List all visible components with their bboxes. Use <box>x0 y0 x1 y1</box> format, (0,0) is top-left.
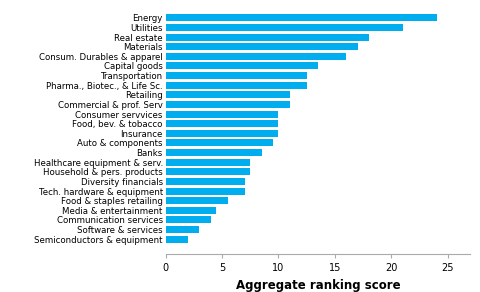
Bar <box>166 168 250 175</box>
Bar <box>166 101 290 108</box>
Bar <box>166 140 273 146</box>
Bar <box>166 14 436 21</box>
Bar <box>166 62 318 69</box>
Bar <box>166 43 358 50</box>
Bar <box>166 82 307 89</box>
Bar <box>166 72 307 79</box>
Bar <box>166 91 290 98</box>
Bar <box>166 120 278 127</box>
Bar <box>166 130 278 137</box>
Bar <box>166 34 369 41</box>
Bar <box>166 53 346 60</box>
Bar <box>166 236 188 243</box>
Bar <box>166 226 200 233</box>
Bar <box>166 159 250 166</box>
Bar <box>166 149 262 156</box>
Bar <box>166 111 278 117</box>
Bar <box>166 207 216 214</box>
Bar <box>166 216 211 223</box>
Bar <box>166 178 245 185</box>
X-axis label: Aggregate ranking score: Aggregate ranking score <box>236 279 400 292</box>
Bar <box>166 197 228 204</box>
Bar <box>166 187 245 194</box>
Bar <box>166 24 403 31</box>
